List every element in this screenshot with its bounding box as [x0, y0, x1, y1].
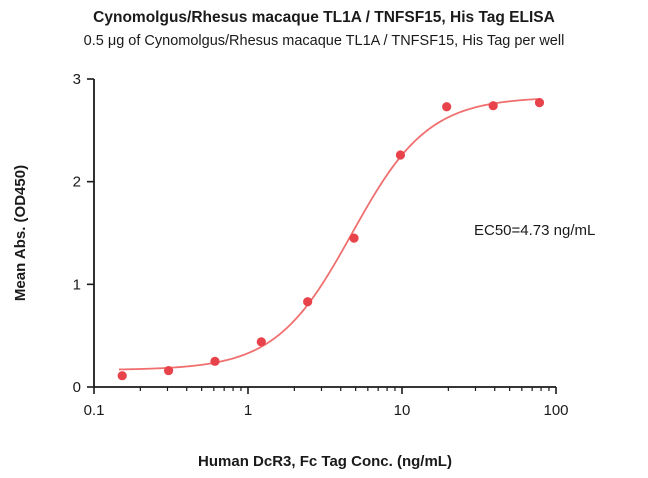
x-tick-label: 0.1 — [84, 402, 105, 419]
data-point — [210, 356, 220, 366]
y-tick-label: 0 — [73, 379, 81, 396]
data-point — [442, 102, 452, 112]
data-point — [349, 233, 359, 243]
fit-curve — [118, 97, 542, 371]
data-point — [395, 150, 406, 160]
x-tick-label: 1 — [244, 402, 252, 419]
ec50-annotation: EC50=4.73 ng/mL — [474, 222, 595, 239]
axis-ticks: 0 1 2 3 0.1 1 10 100 — [73, 71, 569, 419]
y-tick-label: 2 — [73, 174, 81, 191]
axes — [93, 79, 556, 388]
data-point — [488, 101, 498, 111]
y-axis-title: Mean Abs. (OD450) — [12, 165, 29, 301]
data-point — [534, 98, 545, 108]
data-points — [117, 98, 545, 381]
chart-subtitle: 0.5 μg of Cynomolgus/Rhesus macaque TL1A… — [83, 33, 565, 49]
x-tick-label: 100 — [543, 402, 568, 419]
data-point — [256, 337, 266, 347]
data-point — [117, 371, 127, 381]
x-tick-label: 10 — [394, 402, 411, 419]
data-point — [303, 297, 313, 307]
data-point — [163, 365, 174, 376]
y-tick-label: 1 — [73, 276, 81, 293]
x-axis-title: Human DcR3, Fc Tag Conc. (ng/mL) — [198, 453, 452, 470]
chart-title: Cynomolgus/Rhesus macaque TL1A / TNFSF15… — [93, 9, 555, 26]
y-tick-label: 3 — [73, 71, 81, 88]
